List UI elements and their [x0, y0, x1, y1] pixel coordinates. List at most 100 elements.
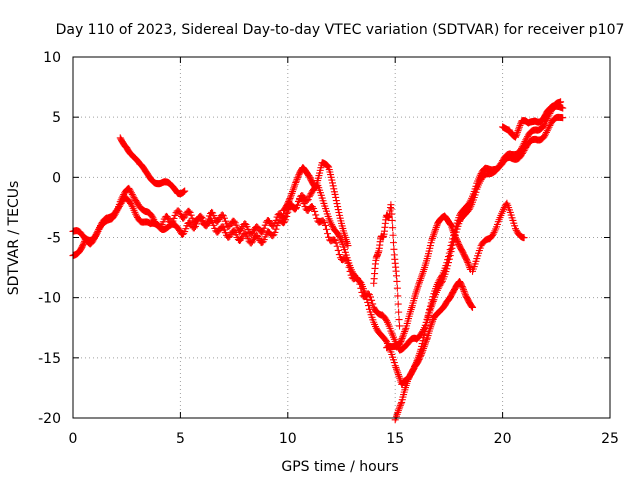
data-point: [451, 232, 459, 240]
data-point: [450, 229, 458, 237]
data-point: [294, 172, 302, 180]
data-point: [272, 216, 280, 224]
data-point: [312, 211, 320, 219]
data-point: [294, 174, 302, 182]
data-point: [393, 277, 401, 285]
data-point: [426, 305, 434, 313]
data-point: [518, 149, 526, 157]
data-point: [460, 287, 468, 295]
data-point: [523, 134, 531, 142]
data-point: [181, 187, 189, 195]
data-point: [409, 366, 417, 374]
data-point: [356, 280, 364, 288]
data-point: [476, 171, 484, 179]
data-point: [429, 317, 437, 325]
data-point: [260, 224, 268, 232]
data-point: [328, 179, 336, 187]
data-point: [127, 187, 135, 195]
data-point: [516, 122, 524, 130]
data-point: [444, 256, 452, 264]
data-point: [307, 190, 315, 198]
data-point: [393, 367, 401, 375]
data-point: [395, 322, 403, 330]
data-point: [463, 257, 471, 265]
data-point: [422, 318, 430, 326]
data-point: [292, 177, 300, 185]
data-point: [382, 315, 390, 323]
data-point: [424, 312, 432, 320]
data-point: [285, 196, 293, 204]
data-point: [126, 186, 134, 194]
data-point: [334, 206, 342, 214]
data-point: [127, 201, 135, 209]
data-point: [544, 125, 552, 133]
data-point: [220, 214, 228, 222]
data-point: [179, 188, 187, 196]
data-point: [419, 327, 427, 335]
data-point: [322, 225, 330, 233]
data-point: [472, 182, 480, 190]
data-point: [210, 221, 218, 229]
data-point: [545, 123, 553, 131]
data-point: [397, 336, 405, 344]
data-point: [394, 300, 402, 308]
data-point: [489, 230, 497, 238]
data-point: [429, 293, 437, 301]
data-point: [447, 242, 455, 250]
data-point: [401, 326, 409, 334]
data-point: [418, 348, 426, 356]
data-point: [520, 147, 528, 155]
data-point: [93, 229, 101, 237]
data-point: [328, 222, 336, 230]
data-point: [129, 192, 137, 200]
data-point: [331, 190, 339, 198]
x-tick-label: 0: [69, 431, 78, 447]
data-point: [344, 259, 352, 267]
data-point: [511, 133, 519, 141]
axis-ticks: 0 5 10 15 20 25 10 5 0 -5 -10 -15 -20: [38, 50, 619, 447]
y-tick-label: -15: [38, 351, 61, 367]
data-points: [69, 98, 567, 424]
data-point: [515, 123, 523, 131]
x-tick-label: 10: [279, 431, 297, 447]
data-point: [432, 223, 440, 231]
data-point: [436, 275, 444, 283]
y-axis-label: SDTVAR / TECUs: [6, 181, 22, 296]
data-point: [334, 203, 342, 211]
data-point: [196, 213, 204, 221]
data-point: [306, 191, 314, 199]
data-point: [309, 203, 317, 211]
data-point: [542, 130, 550, 138]
data-point: [394, 292, 402, 300]
data-point: [310, 204, 318, 212]
data-point: [79, 240, 87, 248]
data-point: [203, 218, 211, 226]
data-point: [514, 127, 522, 135]
data-point: [185, 207, 193, 215]
data-point: [128, 190, 136, 198]
data-point: [418, 329, 426, 337]
data-point: [390, 359, 398, 367]
data-point: [389, 231, 397, 239]
data-point: [272, 225, 280, 233]
data-point: [463, 256, 471, 264]
data-point: [344, 242, 352, 250]
data-point: [392, 365, 400, 373]
data-point: [187, 211, 195, 219]
data-point: [418, 350, 426, 358]
data-point: [513, 130, 521, 138]
data-point: [559, 104, 567, 112]
x-axis-label: GPS time / hours: [281, 459, 398, 475]
data-point: [394, 369, 402, 377]
data-point: [332, 197, 340, 205]
data-point: [116, 201, 124, 209]
data-point: [417, 351, 425, 359]
data-point: [540, 121, 548, 129]
data-point: [323, 162, 331, 170]
data-point: [458, 283, 466, 291]
data-point: [365, 302, 373, 310]
data-point: [334, 231, 342, 239]
data-point: [396, 403, 404, 411]
data-point: [91, 233, 99, 241]
data-point: [230, 217, 238, 225]
